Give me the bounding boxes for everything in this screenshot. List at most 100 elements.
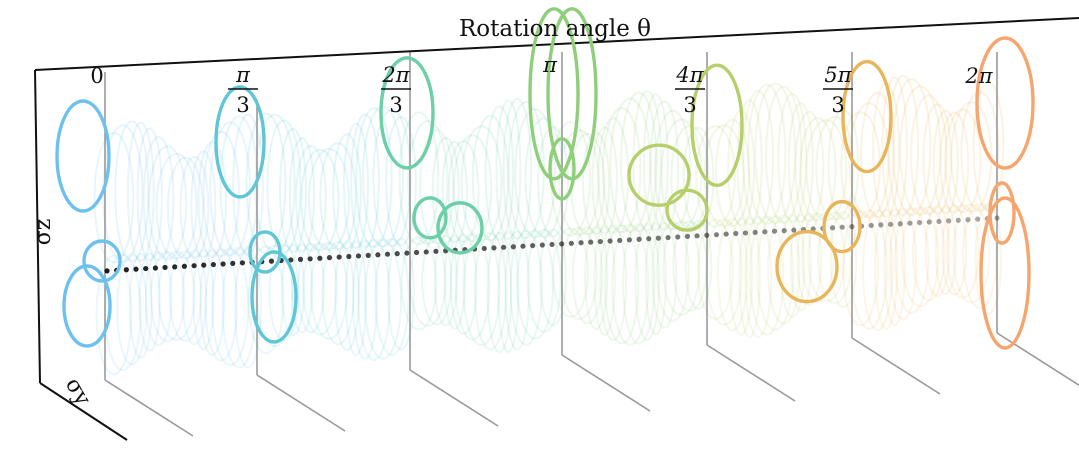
ghost-loop-top (471, 114, 510, 242)
ghost-loop-bottom (729, 217, 754, 336)
ghost-loop-bottom (486, 231, 513, 353)
ghost-loop-bottom (526, 228, 562, 333)
angle-label-denominator: 3 (831, 93, 844, 117)
ghost-loop-top (279, 128, 307, 253)
trajectory-dot (133, 266, 139, 272)
ghost-loop-top (558, 128, 600, 236)
ghost-loop-bottom (334, 240, 360, 352)
ghost-loop-top (179, 155, 210, 259)
plane-foot-line (409, 369, 499, 427)
ghost-loop-top (805, 119, 848, 222)
ghost-loop-top (93, 131, 135, 264)
trajectory-dot (655, 235, 662, 241)
ghost-loop-top (910, 94, 948, 216)
ghost-loop-top (332, 133, 362, 250)
ghost-loop-bottom (862, 209, 894, 332)
trajectory-dot (104, 268, 110, 274)
plane-foot-line (256, 374, 346, 432)
ghost-loop-top (452, 134, 493, 243)
ghost-loop-bottom (181, 249, 208, 346)
axis-title: Rotation angle θ (459, 16, 651, 42)
curve-lobe (436, 201, 484, 255)
vertical-axis-label: σz (31, 219, 56, 246)
ghost-loop-top (266, 119, 302, 254)
ghost-loop-top (126, 121, 155, 262)
ghost-loop-top (848, 102, 890, 219)
trajectory-dot (897, 221, 903, 227)
trajectory-dot (220, 261, 226, 267)
ghost-loop-bottom (454, 233, 491, 341)
trajectory-dot (239, 260, 246, 266)
angle-label-numerator: π (235, 63, 251, 87)
trajectory-dot (665, 234, 671, 241)
trajectory-dot (607, 238, 613, 244)
trajectory-dot (771, 228, 778, 234)
ghost-loop-top (799, 117, 837, 222)
ghost-loop-top (232, 113, 264, 256)
ghost-loop-bottom (974, 202, 1003, 315)
ghost-loop-top (460, 125, 503, 242)
ghost-loop-top (447, 139, 480, 243)
ghost-loop-bottom (144, 251, 173, 347)
ghost-loop-bottom (572, 226, 604, 325)
curve-lobe (548, 137, 576, 201)
ghost-loop-bottom (168, 250, 203, 342)
ghost-loop-bottom (717, 217, 749, 332)
ghost-loop-bottom (95, 254, 133, 376)
curve-lobe (214, 85, 266, 199)
depth-axis-line (39, 382, 128, 441)
trajectory-dot (994, 215, 1000, 221)
trajectory-dot (646, 236, 652, 242)
ghost-loop-top (642, 93, 669, 232)
ghost-loop-top (190, 150, 217, 259)
ghost-loop-bottom (796, 213, 823, 307)
ghost-loop-top (197, 141, 228, 258)
trajectory-dot (326, 255, 333, 261)
trajectory-dot (423, 249, 429, 255)
angle-curve (975, 36, 1035, 350)
ghost-loop-bottom (889, 207, 918, 321)
ghost-loop-bottom (807, 212, 846, 303)
ghost-loop-top (142, 135, 175, 261)
ghost-loop-bottom (234, 246, 262, 369)
ghost-loop-top (362, 105, 404, 248)
ghost-loop-top (202, 130, 240, 258)
trajectory-dot (375, 252, 381, 258)
plane-foot-line (561, 354, 651, 412)
trajectory-dot (762, 229, 768, 235)
ghost-loop-bottom (644, 222, 667, 336)
ghost-loop-top (747, 83, 787, 225)
ghost-loop-top (300, 148, 340, 252)
top-axis-line (34, 17, 1079, 71)
trajectory-dot (936, 218, 942, 225)
ghost-loop-bottom (400, 236, 438, 331)
tick-labels: 0 π 3 2π 3 π 4π 3 5π 3 2π (90, 53, 993, 117)
angle-label: 2π (964, 64, 993, 88)
ghost-loop-top (319, 142, 357, 251)
angle-curve (528, 7, 598, 201)
curve-lobe (627, 143, 691, 207)
ghost-loop-bottom (756, 215, 795, 331)
trajectory-dot (878, 222, 884, 228)
trajectory-dot (975, 216, 981, 222)
ghost-loop-top (514, 108, 557, 239)
trajectory-dot (162, 264, 168, 271)
ghost-loop-top (155, 152, 198, 260)
axes (34, 17, 1079, 441)
ghost-loop-bottom (364, 238, 402, 360)
trajectory-dot (404, 250, 410, 256)
trajectory-dot (346, 253, 352, 260)
ghost-loop-bottom (901, 206, 940, 308)
ghost-loop-bottom (883, 208, 906, 327)
ghost-loop-bottom (211, 247, 250, 366)
angle-curve (775, 59, 893, 304)
angle-label: π (542, 53, 558, 77)
ghost-loop-bottom (622, 223, 656, 345)
trajectory-dot (172, 264, 178, 270)
trajectory-dot (152, 265, 158, 271)
trajectory-dot (752, 229, 758, 235)
ghost-loop-top (881, 76, 908, 218)
trajectory-dot (549, 241, 555, 248)
ghost-loop-bottom (433, 234, 458, 327)
ghost-loop-bottom (138, 252, 161, 352)
